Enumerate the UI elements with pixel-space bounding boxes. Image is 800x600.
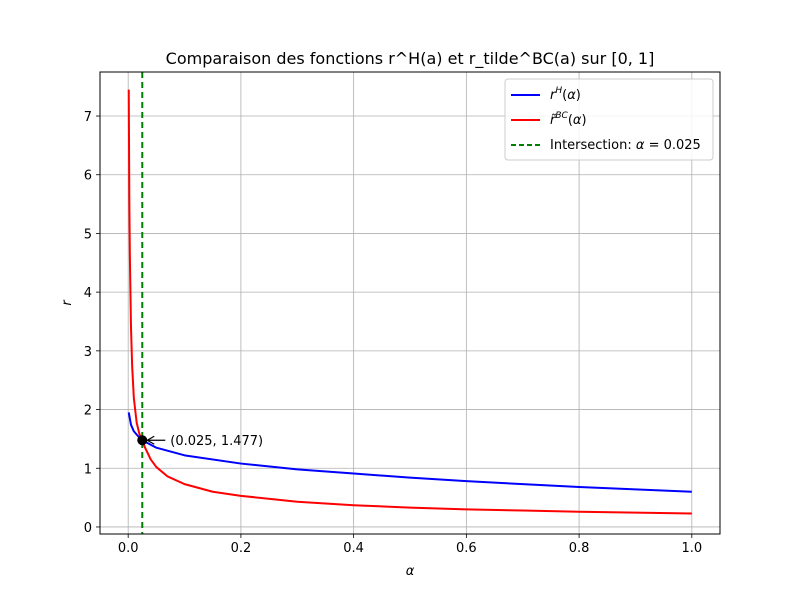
y-tick-label: 7 — [84, 110, 92, 125]
plot-lines — [127, 72, 692, 534]
y-tick-label: 4 — [84, 286, 92, 301]
chart-title: Comparaison des fonctions r^H(a) et r_ti… — [166, 49, 655, 69]
y-tick-label: 6 — [84, 169, 92, 184]
annotation-arrow-head — [146, 435, 155, 445]
series-line-rbc — [127, 89, 692, 515]
y-tick-label: 0 — [84, 521, 92, 536]
series-line-rh — [127, 412, 692, 493]
y-tick-label: 3 — [84, 345, 92, 360]
y-tick-label: 2 — [84, 404, 92, 419]
x-axis-ticks: 0.0 0.2 0.4 0.6 0.8 1.0 — [118, 534, 702, 556]
x-tick-label: 0.2 — [231, 541, 252, 556]
x-tick-label: 0.0 — [118, 541, 139, 556]
y-tick-label: 1 — [84, 462, 92, 477]
x-axis-label: α — [406, 564, 415, 579]
intersection-annotation: (0.025, 1.477) — [137, 434, 263, 449]
y-axis-ticks: 0 1 2 3 4 5 6 7 — [84, 110, 100, 536]
y-axis-label: r — [60, 299, 75, 306]
grid — [100, 72, 720, 534]
y-tick-label: 5 — [84, 227, 92, 242]
axes-frame — [99, 71, 721, 535]
legend: rH(α) r̃BC(α) Intersection: α = 0.025 — [504, 78, 714, 161]
legend-label-rh: rH(α) — [550, 86, 581, 103]
legend-box — [504, 78, 714, 161]
annotation-label: (0.025, 1.477) — [170, 434, 263, 449]
x-tick-label: 0.6 — [456, 541, 477, 556]
intersection-point — [137, 435, 148, 446]
x-tick-label: 1.0 — [681, 541, 702, 556]
legend-label-rbc: r̃BC(α) — [550, 111, 587, 128]
x-tick-label: 0.4 — [343, 541, 364, 556]
legend-label-intersection: Intersection: α = 0.025 — [550, 138, 701, 153]
x-tick-label: 0.8 — [569, 541, 590, 556]
